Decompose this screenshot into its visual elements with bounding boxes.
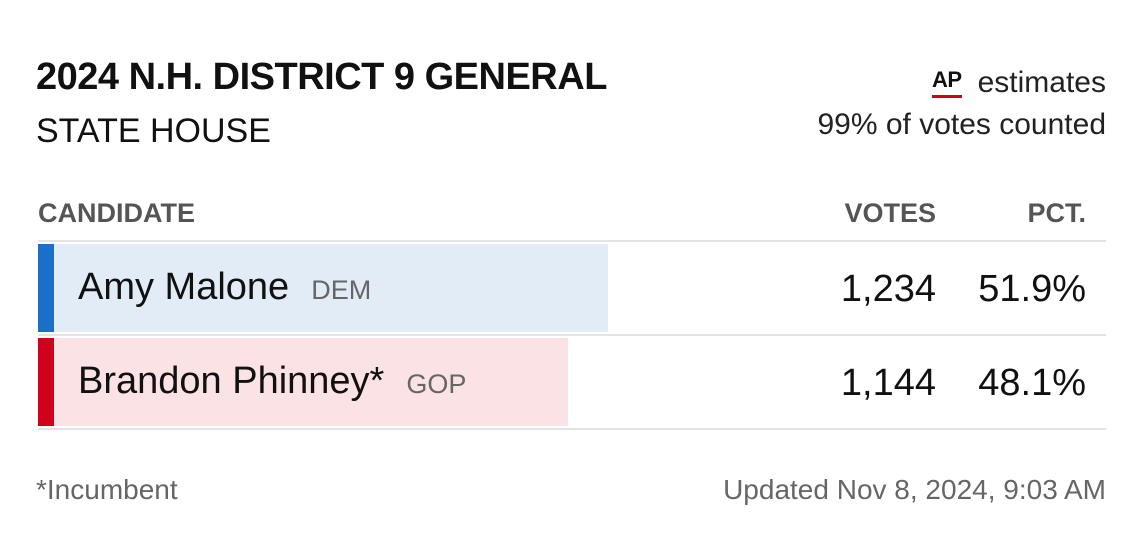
incumbent-footnote: *Incumbent xyxy=(36,474,178,505)
candidate-row-phinney: Brandon Phinney* GOP 1,144 48.1% xyxy=(38,334,1106,430)
ap-logo-icon: AP xyxy=(932,68,962,98)
candidate-name-wrapper: Amy Malone DEM xyxy=(78,266,371,309)
reporting-status: 99% of votes counted xyxy=(817,108,1106,141)
candidate-party: DEM xyxy=(311,275,372,305)
candidate-pct: 48.1% xyxy=(978,362,1086,404)
column-header-votes: VOTES xyxy=(844,198,936,228)
candidate-votes: 1,234 xyxy=(840,268,936,310)
race-title: 2024 N.H. DISTRICT 9 GENERAL xyxy=(36,56,607,98)
column-header-candidate: CANDIDATE xyxy=(38,198,195,228)
candidate-row-malone: Amy Malone DEM 1,234 51.9% xyxy=(38,240,1106,334)
source-label: estimates xyxy=(977,66,1106,99)
source-attribution: AP estimates xyxy=(932,66,1106,100)
party-accent-bar xyxy=(38,338,54,426)
table-header: CANDIDATE VOTES PCT. xyxy=(38,198,1106,238)
candidate-name-wrapper: Brandon Phinney* GOP xyxy=(78,360,466,403)
candidate-party: GOP xyxy=(406,369,467,399)
party-accent-bar xyxy=(38,244,54,332)
vote-share-bar xyxy=(54,244,608,332)
column-header-pct: PCT. xyxy=(1027,198,1086,228)
candidate-name: Amy Malone xyxy=(78,266,290,308)
race-subtitle: STATE HOUSE xyxy=(36,112,271,150)
candidate-pct: 51.9% xyxy=(978,268,1086,310)
updated-timestamp: Updated Nov 8, 2024, 9:03 AM xyxy=(723,474,1106,505)
candidate-name: Brandon Phinney* xyxy=(78,360,385,402)
vote-share-bar xyxy=(54,338,568,426)
candidate-votes: 1,144 xyxy=(840,362,936,404)
